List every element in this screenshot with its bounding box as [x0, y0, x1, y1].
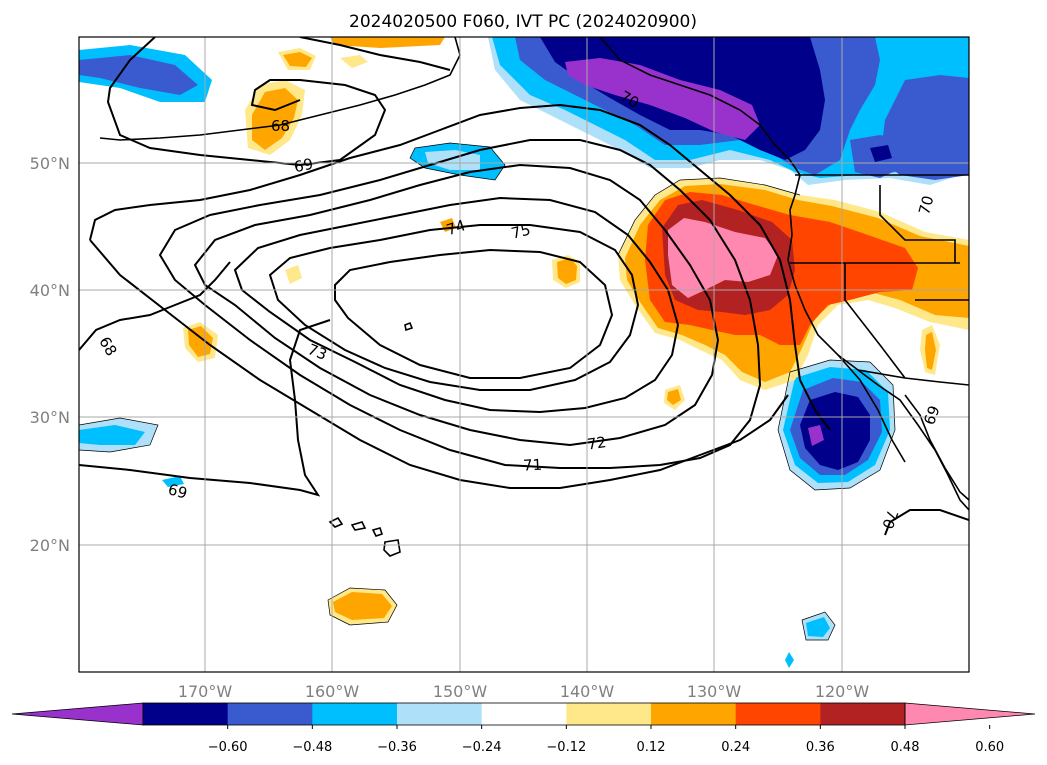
colorbar-extend-high: [904, 702, 1036, 726]
colorbar-tick-label: 0.48: [891, 740, 920, 755]
shaded-anomalies: [79, 37, 969, 668]
latitude-labels: 50°N 40°N 30°N 20°N: [30, 154, 70, 555]
pos-extreme-region: [668, 218, 778, 298]
colorbar-tick-label: 0.36: [806, 740, 835, 755]
height-contours: [79, 37, 969, 536]
colorbar-cell: [143, 703, 229, 725]
pos-small-dot-4-core: [667, 389, 681, 405]
shading-outlines: [79, 142, 896, 641]
pos-mid-dot-core: [557, 258, 577, 284]
contour-label: 69: [920, 403, 943, 427]
contour-label: 70: [878, 507, 901, 531]
neg-bering-mid: [79, 55, 198, 95]
colorbar-cell: [566, 703, 652, 725]
lat-label: 40°N: [30, 281, 70, 300]
contour-label: 71: [523, 456, 543, 475]
neg-extreme-region: [565, 58, 760, 140]
pos-aleutian-core: [283, 52, 312, 67]
lat-label: 20°N: [30, 536, 70, 555]
colorbar-extend-low: [11, 702, 144, 726]
na-west-coast: [599, 37, 969, 511]
baja-peninsula: [837, 354, 906, 463]
colorbar-tick-label: −0.60: [208, 740, 248, 755]
state-border-2: [844, 263, 906, 379]
colorbar-ticks: −0.60 −0.48 −0.36 −0.24 −0.12 0.12 0.24 0.36 0.4…: [208, 725, 1004, 755]
lat-label: 30°N: [30, 408, 70, 427]
positive-anomaly-atmospheric-river: [618, 178, 969, 390]
neg-small-dot: [162, 476, 184, 487]
neg-bc-core: [870, 145, 892, 162]
pos-north-strip: [330, 37, 445, 48]
colorbar-cell: [820, 703, 906, 725]
small-island: [404, 321, 414, 332]
colorbar-cells: [11, 702, 1036, 726]
contour-label: 75: [509, 221, 532, 243]
colorbar-cell: [397, 703, 483, 725]
colorbar-cell: [227, 703, 313, 725]
colorbar-cell: [312, 703, 398, 725]
us-mexico-border: [857, 369, 969, 386]
pos-baja-strip-core: [925, 332, 936, 370]
neg-small-diamond: [785, 652, 794, 668]
contour-label: 69: [166, 480, 189, 502]
neg-baja-strong: [800, 392, 870, 470]
lon-label: 120°W: [815, 682, 870, 701]
contour-label: 69: [292, 155, 314, 177]
colorbar-cell: [651, 703, 737, 725]
lon-label: 160°W: [305, 682, 360, 701]
contour-label: 70: [915, 194, 937, 217]
alaska-coast: [99, 37, 461, 141]
colorbar-tick-label: 0.24: [721, 740, 750, 755]
colorbar-cell: [481, 703, 567, 725]
pos-north-dot: [340, 55, 368, 68]
contour-label: 68: [271, 117, 290, 135]
pos-alaska-core: [252, 88, 298, 150]
colorbar-tick-label: −0.24: [462, 740, 502, 755]
colorbar-tick-label: 0.12: [637, 740, 666, 755]
mexico-mainland: [904, 394, 969, 501]
lat-label: 50°N: [30, 154, 70, 173]
map-frame: [78, 36, 970, 673]
map-panel: 68 69 70 70 71 72 73 74 75 68 69 69 70: [78, 36, 970, 673]
pos-hawaii-core: [333, 592, 392, 620]
colorbar-tick-label: −0.48: [292, 740, 332, 755]
colorbar-cell: [735, 703, 821, 725]
hawaii-islands: [328, 516, 401, 557]
coastlines: [99, 37, 969, 557]
negative-anomaly-gulf-of-alaska: [488, 37, 969, 185]
colorbar-tick-label: −0.36: [377, 740, 417, 755]
lon-label: 130°W: [687, 682, 742, 701]
longitude-labels: 170°W 160°W 150°W 140°W 130°W 120°W: [178, 682, 870, 701]
gridlines: [79, 37, 969, 672]
lon-label: 170°W: [178, 682, 233, 701]
colorbar-frame: [142, 702, 906, 726]
figure-title: 2024020500 F060, IVT PC (2024020900): [349, 12, 697, 32]
neg-small-south-core: [806, 617, 830, 637]
negative-anomaly-offshore-baja: [778, 360, 895, 490]
lon-label: 140°W: [560, 682, 615, 701]
contour-label: 73: [305, 340, 329, 364]
neg-baja-extreme: [808, 425, 824, 446]
lon-label: 150°W: [433, 682, 488, 701]
colorbar: −0.60 −0.48 −0.36 −0.24 −0.12 0.12 0.24 0.36 0.4…: [11, 702, 1036, 755]
state-border-3: [879, 185, 956, 263]
contour-label: 74: [444, 216, 468, 239]
colorbar-tick-label: 0.60: [975, 740, 1004, 755]
contour-label: 72: [586, 433, 607, 453]
pos-small-dot-3: [285, 265, 302, 284]
colorbar-tick-label: −0.12: [546, 740, 586, 755]
neg-west-subtropic-core: [79, 425, 145, 445]
